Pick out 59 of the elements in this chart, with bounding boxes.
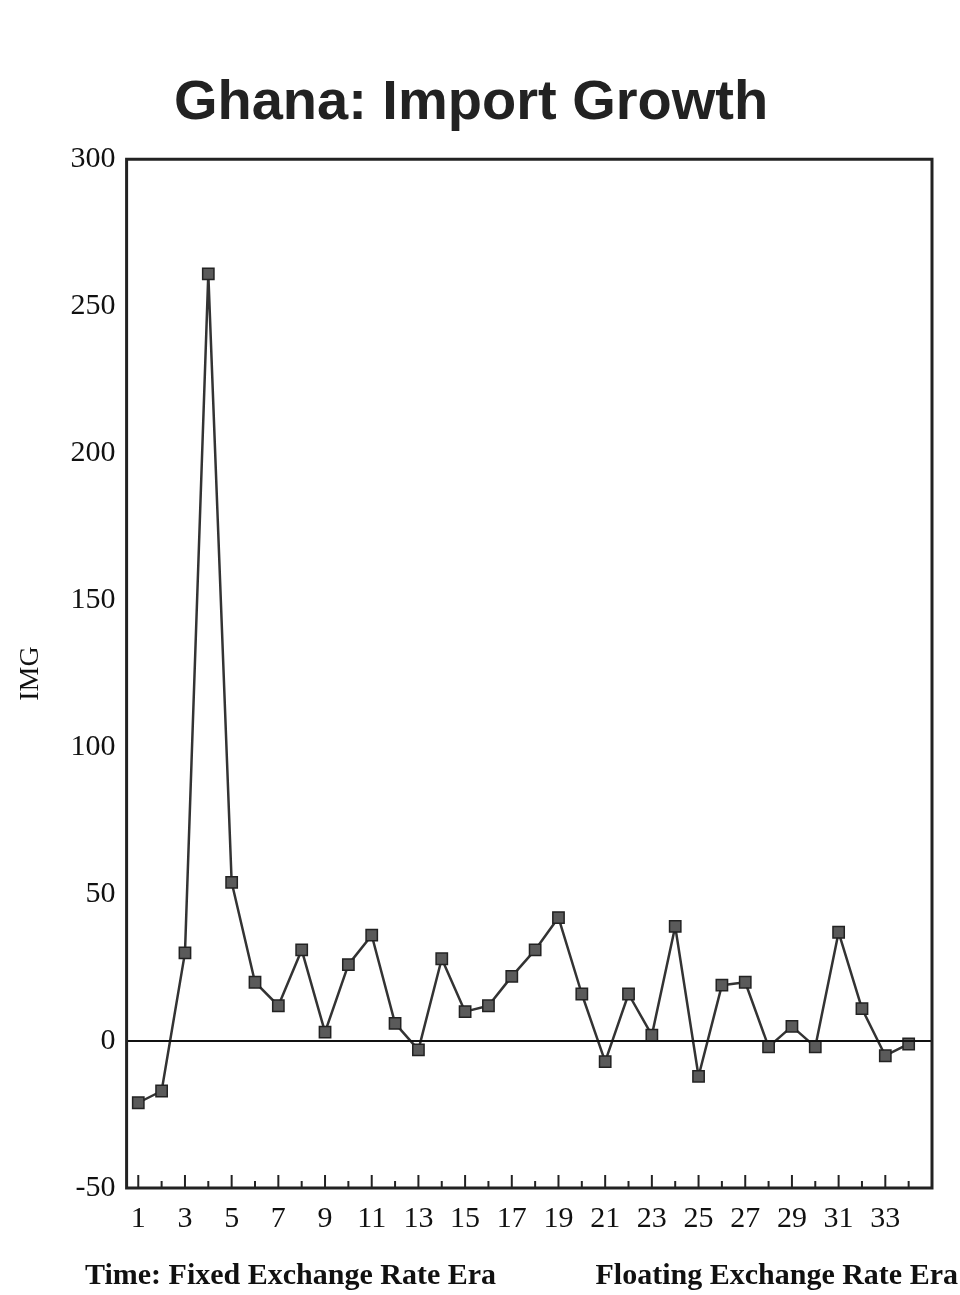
x-axis-title: Time: Fixed Exchange Rate Era — [85, 1256, 497, 1290]
point — [388, 1016, 402, 1030]
x-tick-label: 27 — [730, 1199, 761, 1233]
y-axis-title: IMG — [13, 646, 45, 701]
x-tick-label: 1 — [130, 1199, 146, 1233]
chart-title: Ghana: Import Growth — [173, 68, 769, 132]
point — [692, 1069, 705, 1083]
point — [832, 925, 846, 939]
point — [365, 928, 379, 942]
point — [505, 969, 519, 983]
x-tick-label: 25 — [683, 1199, 714, 1233]
point — [271, 999, 285, 1013]
point — [225, 875, 239, 889]
point — [482, 999, 495, 1013]
y-tick-label: -50 — [75, 1168, 116, 1202]
y-tick-label: 250 — [70, 287, 116, 321]
x-tick-label: 17 — [496, 1199, 527, 1233]
point — [785, 1019, 799, 1033]
x-tick-label: 33 — [870, 1199, 901, 1233]
point — [668, 919, 682, 933]
x-tick-label: 9 — [317, 1199, 333, 1233]
y-tick-label: 0 — [100, 1021, 116, 1055]
y-tick-label: 50 — [85, 874, 116, 908]
point — [855, 1002, 869, 1016]
point — [412, 1043, 425, 1057]
point — [738, 975, 752, 989]
point — [155, 1084, 169, 1098]
point — [178, 946, 192, 960]
y-tick-label: 150 — [70, 580, 116, 614]
x-tick-label: 11 — [357, 1199, 387, 1233]
x-tick-label: 19 — [543, 1199, 574, 1233]
y-tick-label: 300 — [70, 140, 116, 174]
x-tick-label: 13 — [403, 1199, 434, 1233]
point — [552, 911, 565, 924]
x-tick-label: 15 — [450, 1199, 481, 1233]
x-tick-label: 23 — [636, 1199, 667, 1233]
point — [248, 975, 262, 989]
point — [131, 1096, 145, 1110]
point — [878, 1049, 892, 1063]
point — [598, 1055, 612, 1069]
x-tick-label: 7 — [270, 1199, 286, 1233]
point — [575, 987, 589, 1001]
point — [318, 1025, 332, 1039]
point — [435, 952, 449, 966]
y-tick-label: 200 — [70, 434, 116, 468]
point — [528, 943, 542, 957]
point — [622, 987, 635, 1001]
x-tick-label: 31 — [823, 1199, 854, 1233]
point — [458, 1005, 472, 1019]
x-tick-label: 3 — [177, 1199, 193, 1233]
point — [295, 943, 309, 957]
text: Floating Exchange Rate Era — [595, 1256, 958, 1290]
point — [201, 267, 215, 281]
x-tick-label: 29 — [776, 1199, 807, 1233]
x-tick-label: 21 — [590, 1199, 621, 1233]
x-tick-label: 5 — [224, 1199, 240, 1233]
point — [341, 958, 355, 972]
y-tick-label: 100 — [70, 727, 116, 761]
point — [715, 978, 729, 992]
